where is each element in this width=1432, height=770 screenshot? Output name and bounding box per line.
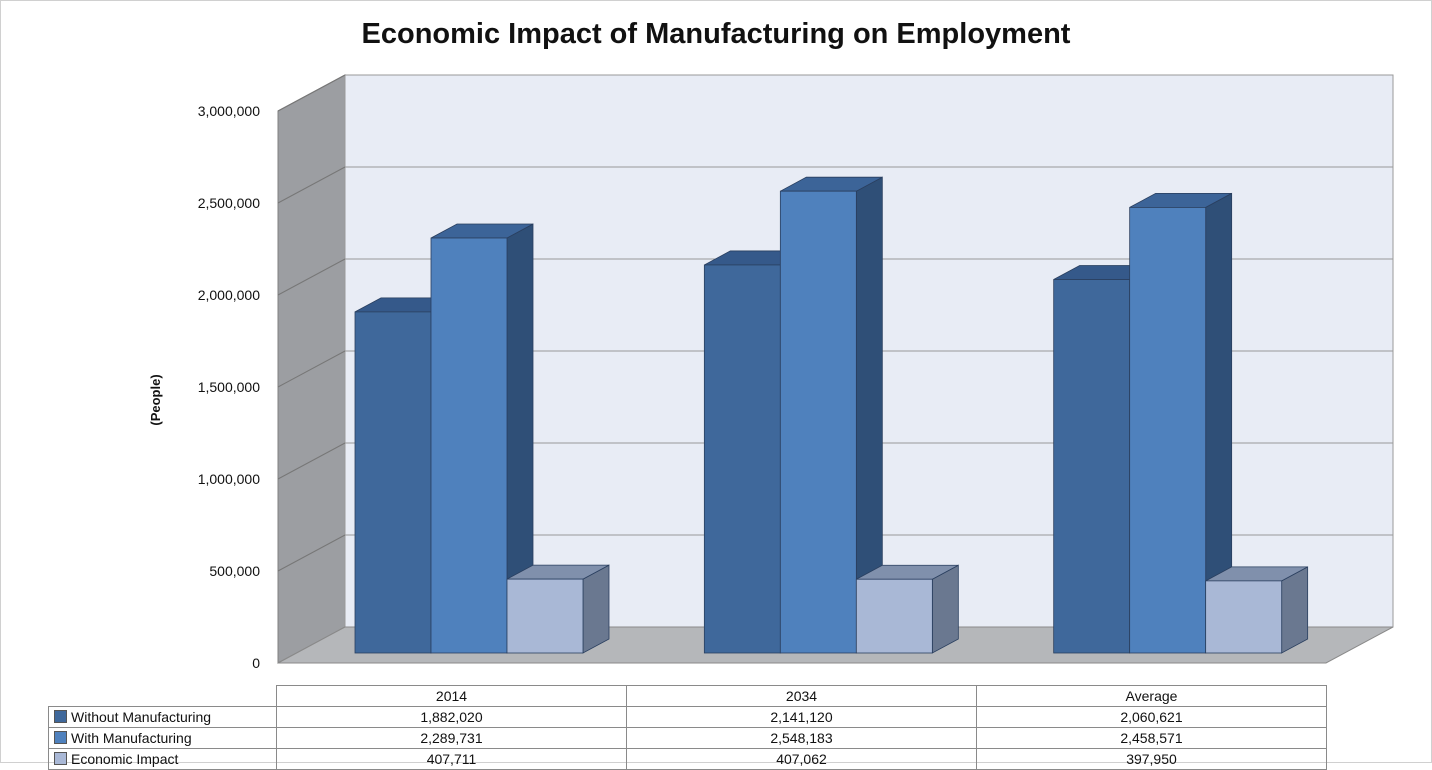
bar-front — [354, 311, 432, 654]
legend-label: Economic Impact — [71, 751, 179, 767]
bar-side — [1281, 566, 1309, 654]
data-label: 2,060,621 — [976, 706, 1327, 728]
bar-series-group — [354, 176, 1309, 654]
bar-economic-impact-average — [1205, 566, 1309, 654]
gridline-side — [277, 350, 346, 388]
y-tick-label: 1,500,000 — [198, 379, 260, 395]
bar-front — [855, 578, 933, 654]
bar-front — [779, 190, 857, 654]
y-axis-label: (People) — [148, 374, 163, 425]
data-label: 2,548,183 — [626, 727, 977, 749]
bar-economic-impact-2014 — [506, 564, 610, 654]
data-label: 2,458,571 — [976, 727, 1327, 749]
data-label: 2,289,731 — [276, 727, 627, 749]
y-tick-label: 1,000,000 — [198, 471, 260, 487]
gridline-side — [277, 534, 346, 572]
y-tick-label: 3,000,000 — [198, 103, 260, 119]
bar-with-manufacturing-2034 — [779, 176, 883, 654]
bar-side — [582, 564, 610, 654]
bar-economic-impact-2034 — [855, 564, 959, 654]
legend-label: With Manufacturing — [71, 730, 192, 746]
gridline-side — [277, 74, 346, 112]
gridline-side — [277, 258, 346, 296]
legend-swatch — [54, 710, 67, 723]
legend-entry: Economic Impact — [48, 748, 277, 770]
bar-front — [1129, 207, 1207, 654]
table-row: Without Manufacturing 1,882,020 2,141,120 2… — [48, 706, 1327, 728]
y-tick-label: 2,000,000 — [198, 287, 260, 303]
legend-swatch — [54, 731, 67, 744]
gridline-side — [277, 166, 346, 204]
y-tick-label: 0 — [252, 655, 260, 671]
data-label: 2,141,120 — [626, 706, 977, 728]
y-tick-label: 2,500,000 — [198, 195, 260, 211]
table-corner — [49, 686, 277, 707]
chart-title: Economic Impact of Manufacturing on Empl… — [361, 18, 1071, 50]
bar-side — [931, 564, 959, 654]
x-axis-category-label: 2034 — [626, 685, 977, 707]
legend-swatch — [54, 752, 67, 765]
y-axis-ticks: 0 500,000 1,000,000 1,500,000 2,000,000 2,500… — [198, 103, 261, 671]
x-axis-category-label: 2014 — [276, 685, 627, 707]
legend-entry: Without Manufacturing — [48, 706, 277, 728]
bar-front — [1053, 279, 1131, 654]
x-axis-category-label: Average — [976, 685, 1327, 707]
legend-label: Without Manufacturing — [71, 709, 212, 725]
table-row: Economic Impact 407,711 407,062 397,950 — [48, 748, 1327, 770]
table-row: With Manufacturing 2,289,731 2,548,183 2,45… — [48, 727, 1327, 749]
data-label: 1,882,020 — [276, 706, 627, 728]
y-tick-label: 500,000 — [209, 563, 260, 579]
legend-entry: With Manufacturing — [48, 727, 277, 749]
table-header-row: 2014 2034 Average — [49, 685, 1327, 707]
bar-front — [703, 264, 781, 654]
data-label: 407,711 — [276, 748, 627, 770]
bar-with-manufacturing-average — [1129, 192, 1233, 654]
bar-front — [1205, 580, 1283, 654]
gridline-side — [277, 442, 346, 480]
bar-front — [430, 237, 508, 654]
bar-front — [506, 578, 584, 654]
data-label: 397,950 — [976, 748, 1327, 770]
data-table: 2014 2034 Average Without Manufacturing 1,88… — [48, 685, 1327, 770]
data-label: 407,062 — [626, 748, 977, 770]
chart-plot: 0 500,000 1,000,000 1,500,000 2,000,000 2,500… — [148, 74, 1394, 671]
